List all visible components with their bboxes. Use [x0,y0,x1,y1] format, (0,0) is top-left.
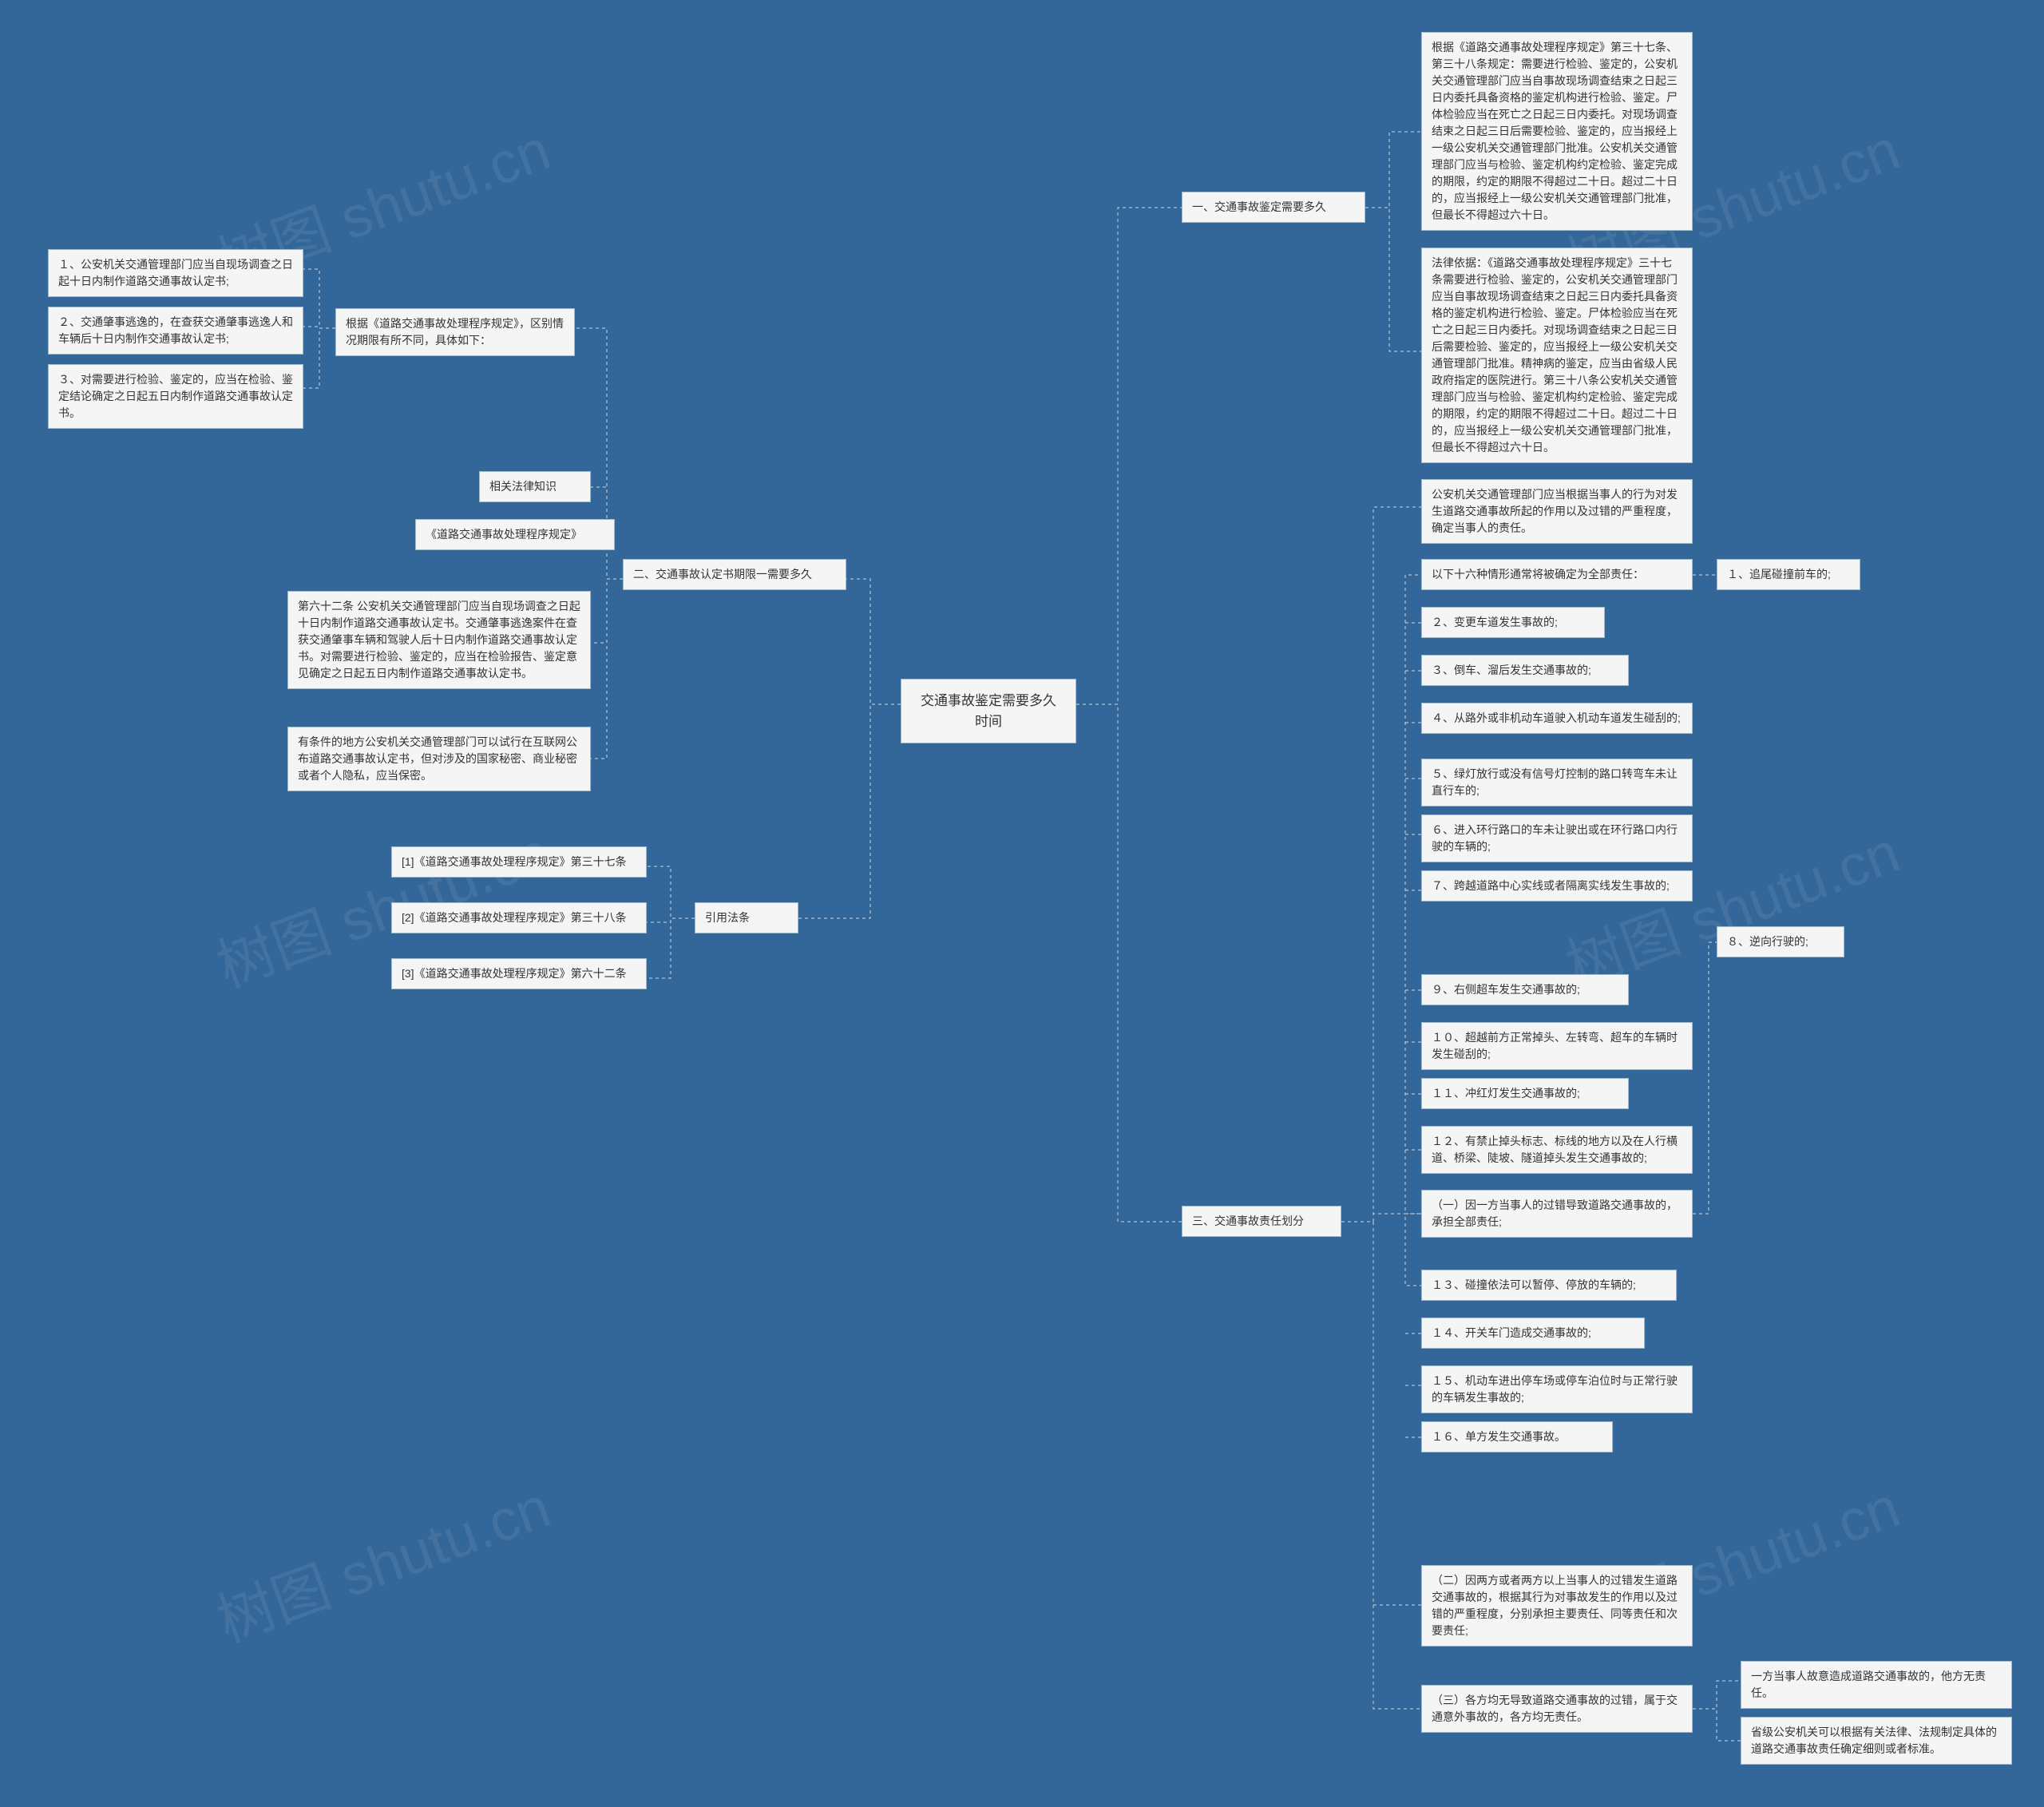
branch-2-note-1c: ３、对需要进行检验、鉴定的，应当在检验、鉴定结论确定之日起五日内制作道路交通事故… [48,364,303,429]
branch-3-case-3-sub-1: 一方当事人故意造成道路交通事故的，他方无责任。 [1741,1661,2012,1709]
fault-16: １６、单方发生交通事故。 [1421,1421,1613,1452]
branch-2-note-1b: ２、交通肇事逃逸的，在查获交通肇事逃逸人和车辆后十日内制作交通事故认定书; [48,307,303,355]
branch-1-note-2: 法律依据：《道路交通事故处理程序规定》三十七条需要进行检验、鉴定的，公安机关交通… [1421,248,1693,463]
watermark: 树图 shutu.cn [204,1460,560,1658]
branch-2-note-4: 第六十二条 公安机关交通管理部门应当自现场调查之日起十日内制作道路交通事故认定书… [287,591,591,689]
fault-1: １、追尾碰撞前车的; [1717,559,1860,590]
fault-11: １１、冲红灯发生交通事故的; [1421,1078,1629,1109]
fault-15: １５、机动车进出停车场或停车泊位时与正常行驶的车辆发生事故的; [1421,1365,1693,1413]
citation-1: [1]《道路交通事故处理程序规定》第三十七条 [391,846,647,878]
branch-2-note-5: 有条件的地方公安机关交通管理部门可以试行在互联网公布道路交通事故认定书，但对涉及… [287,727,591,791]
fault-list-head: 以下十六种情形通常将被确定为全部责任： [1421,559,1693,590]
fault-12: １２、有禁止掉头标志、标线的地方以及在人行横道、桥梁、陡坡、隧道掉头发生交通事故… [1421,1126,1693,1174]
branch-2: 二、交通事故认定书期限一需要多久 [623,559,846,590]
fault-6: ６、进入环行路口的车未让驶出或在环行路口内行驶的车辆的; [1421,814,1693,862]
branch-1: 一、交通事故鉴定需要多久 [1182,192,1365,223]
branch-3: 三、交通事故责任划分 [1182,1206,1341,1237]
fault-13: １３、碰撞依法可以暂停、停放的车辆的; [1421,1270,1677,1301]
mindmap-root: 交通事故鉴定需要多久时间 [901,679,1076,743]
citation-3: [3]《道路交通事故处理程序规定》第六十二条 [391,958,647,989]
fault-14: １４、开关车门造成交通事故的; [1421,1318,1645,1349]
citation-2: [2]《道路交通事故处理程序规定》第三十八条 [391,902,647,933]
branch-3-case-3-sub-2: 省级公安机关可以根据有关法律、法规制定具体的道路交通事故责任确定细则或者标准。 [1741,1717,2012,1765]
branch-3-case-3: （三）各方均无导致道路交通事故的过错，属于交通意外事故的，各方均无责任。 [1421,1685,1693,1733]
fault-5: ５、绿灯放行或没有信号灯控制的路口转弯车未让直行车的; [1421,759,1693,806]
branch-2-note-2: 相关法律知识 [479,471,591,502]
branch-4: 引用法条 [695,902,798,933]
branch-1-note-1: 根据《道路交通事故处理程序规定》第三十七条、第三十八条规定：需要进行检验、鉴定的… [1421,32,1693,231]
fault-7: ７、跨越道路中心实线或者隔离实线发生事故的; [1421,870,1693,902]
branch-3-note-0: 公安机关交通管理部门应当根据当事人的行为对发生道路交通事故所起的作用以及过错的严… [1421,479,1693,544]
branch-2-note-3: 《道路交通事故处理程序规定》 [415,519,615,550]
fault-8: ８、逆向行驶的; [1717,926,1844,957]
mindmap-connectors [0,0,2044,1807]
branch-2-note-1: 根据《道路交通事故处理程序规定》，区别情况期限有所不同，具体如下： [335,308,575,356]
branch-3-case-1: （一）因一方当事人的过错导致道路交通事故的，承担全部责任; [1421,1190,1693,1238]
fault-10: １０、超越前方正常掉头、左转弯、超车的车辆时发生碰刮的; [1421,1022,1693,1070]
fault-3: ３、倒车、溜后发生交通事故的; [1421,655,1629,686]
branch-2-note-1a: １、公安机关交通管理部门应当自现场调查之日起十日内制作道路交通事故认定书; [48,249,303,297]
fault-9: ９、右侧超车发生交通事故的; [1421,974,1629,1005]
fault-4: ４、从路外或非机动车道驶入机动车道发生碰刮的; [1421,703,1693,734]
branch-3-case-2: （二）因两方或者两方以上当事人的过错发生道路交通事故的，根据其行为对事故发生的作… [1421,1565,1693,1647]
fault-2: ２、变更车道发生事故的; [1421,607,1605,638]
